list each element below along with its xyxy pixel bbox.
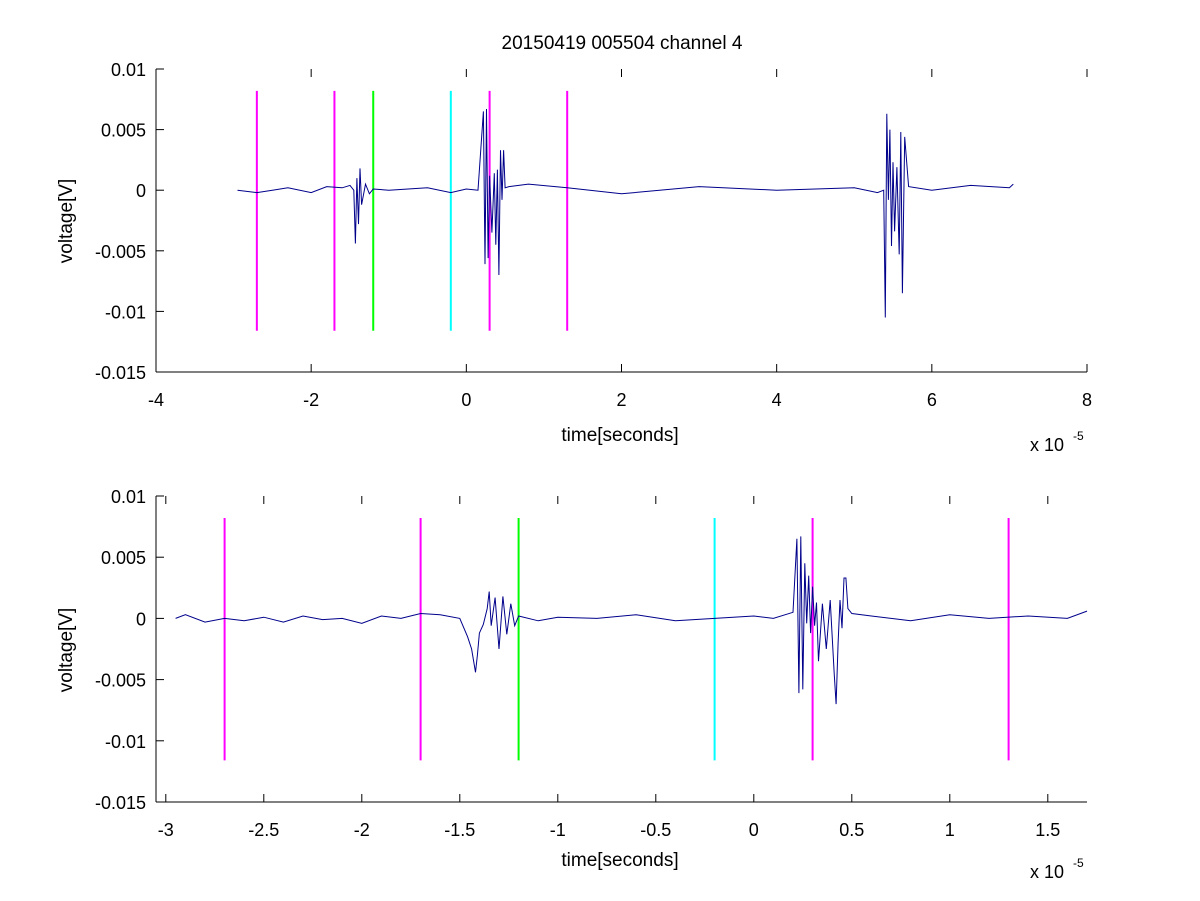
- bottom-plot-xlabel: time[seconds]: [561, 850, 678, 871]
- top-plot-markers: [255, 90, 569, 331]
- svg-text:x 10: x 10: [1030, 862, 1064, 882]
- svg-text:x 10: x 10: [1030, 435, 1064, 455]
- bottom-plot-tick-labels: -3 -2.5 -2 -1.5 -1 -0.5 0 0.5 1 1.5 0.01 0.005 0 -0.0…: [95, 487, 1060, 840]
- x-tick-label: -3: [158, 820, 174, 840]
- svg-text:-5: -5: [1073, 429, 1084, 443]
- y-tick-label: 0: [136, 181, 146, 201]
- y-tick-label: 0.01: [111, 487, 146, 507]
- y-tick-label: 0: [136, 609, 146, 629]
- bottom-plot-markers: [223, 518, 1010, 761]
- x-tick-label: -2: [303, 390, 319, 410]
- x-tick-label: -0.5: [640, 820, 671, 840]
- y-tick-label: -0.01: [105, 302, 146, 322]
- x-tick-label: 6: [927, 390, 937, 410]
- y-tick-label: -0.01: [105, 732, 146, 752]
- y-tick-label: -0.015: [95, 363, 146, 383]
- top-plot-x-multiplier: x 10 -5: [1030, 429, 1084, 455]
- x-tick-label: -2: [354, 820, 370, 840]
- x-tick-label: 8: [1082, 390, 1092, 410]
- x-tick-label: -1: [550, 820, 566, 840]
- x-tick-label: -2.5: [248, 820, 279, 840]
- voltage-trace-line: [175, 536, 1088, 705]
- x-tick-label: -1.5: [444, 820, 475, 840]
- x-tick-label: 0: [749, 820, 759, 840]
- x-tick-label: 0.5: [839, 820, 864, 840]
- y-tick-label: 0.01: [111, 60, 146, 80]
- x-tick-label: -4: [148, 390, 164, 410]
- top-plot-xlabel: time[seconds]: [561, 425, 678, 446]
- voltage-trace-line: [237, 108, 1014, 318]
- svg-text:-5: -5: [1073, 856, 1084, 870]
- y-tick-label: 0.005: [101, 548, 146, 568]
- y-tick-label: 0.005: [101, 121, 146, 141]
- x-tick-label: 2: [616, 390, 626, 410]
- bottom-plot-ticks: [156, 495, 1049, 803]
- x-tick-label: 1.5: [1035, 820, 1060, 840]
- bottom-plot-x-multiplier: x 10 -5: [1030, 856, 1084, 882]
- top-plot-tick-labels: -4 -2 0 2 4 6 8 0.01 0.005 0 -0.005 -0.01 -0.015: [95, 60, 1092, 410]
- top-plot-ticks: [155, 68, 1088, 373]
- x-tick-label: 0: [461, 390, 471, 410]
- figure-title: 20150419 005504 channel 4: [502, 33, 743, 54]
- bottom-plot-ylabel: voltage[V]: [56, 608, 77, 693]
- top-plot-frame: [155, 69, 1087, 373]
- bottom-plot-frame: [155, 496, 1087, 803]
- y-tick-label: -0.005: [95, 671, 146, 691]
- x-tick-label: 1: [945, 820, 955, 840]
- y-tick-label: -0.015: [95, 793, 146, 813]
- top-plot-series: [237, 108, 1014, 318]
- bottom-plot-series: [175, 536, 1088, 705]
- bottom-plot-axes: -3 -2.5 -2 -1.5 -1 -0.5 0 0.5 1 1.5 0.01 0.005 0 -0.0…: [56, 487, 1088, 882]
- top-plot-ylabel: voltage[V]: [56, 179, 77, 264]
- x-tick-label: 4: [772, 390, 782, 410]
- y-tick-label: -0.005: [95, 242, 146, 262]
- top-plot-axes: -4 -2 0 2 4 6 8 0.01 0.005 0 -0.005 -0.01 -0.015 tim…: [56, 60, 1092, 455]
